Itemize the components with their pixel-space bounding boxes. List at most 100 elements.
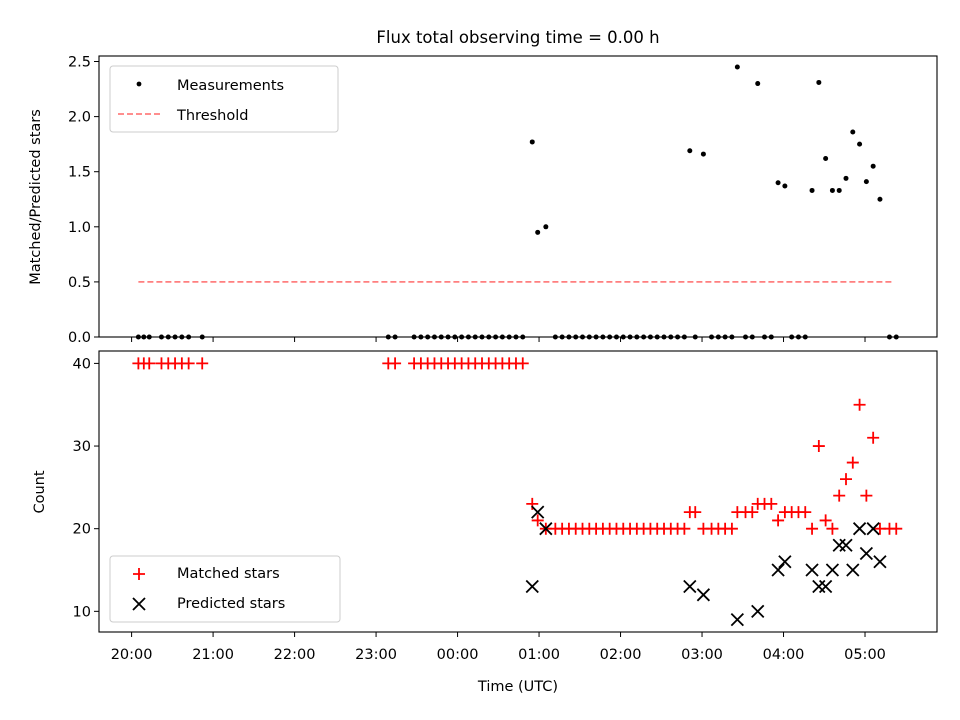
- predicted-star-point: [825, 563, 840, 577]
- measurement-point: [843, 175, 849, 181]
- ratio-y-axis: 0.0 0.5 1.0 1.5 2.0 2.5: [68, 55, 99, 346]
- predicted-star-point: [866, 522, 880, 536]
- measurement-point: [775, 180, 781, 186]
- count-legend-box: [109, 555, 341, 623]
- matched-star-point: [890, 522, 903, 535]
- ratio-legend: Measurements Threshold: [109, 65, 339, 133]
- matched-star-point: [143, 357, 156, 370]
- measurement-point: [857, 141, 863, 147]
- predicted-star-point: [751, 604, 765, 618]
- measurement-point: [782, 183, 788, 189]
- predicted-star-point: [818, 579, 833, 594]
- count-plot-frame: [98, 350, 938, 633]
- predicted-star-point: [539, 522, 553, 536]
- predicted-stars-legend-marker: [132, 597, 146, 611]
- count-panel: 10 20 30 40 20:00 21:00 22:00 23:00 00:00 01:00 0…: [32, 350, 938, 695]
- count-x-tick-label: 02:00: [600, 647, 642, 663]
- predicted-stars-legend-label: Predicted stars: [177, 596, 285, 612]
- ratio-y-tick-label: 1.5: [68, 165, 91, 181]
- matched-star-point: [725, 522, 738, 535]
- predicted-star-point: [525, 579, 539, 594]
- measurements-legend-label: Measurements: [177, 78, 284, 94]
- count-y-tick-label: 40: [73, 356, 91, 372]
- ratio-y-tick-label: 2.5: [68, 55, 91, 71]
- matched-star-point: [182, 357, 195, 370]
- matched-star-point: [772, 514, 785, 527]
- predicted-star-point: [812, 579, 826, 594]
- count-x-tick-label: 05:00: [844, 647, 886, 663]
- measurement-point: [734, 64, 740, 70]
- matched-star-point: [833, 489, 846, 502]
- predicted-star-point: [873, 555, 887, 569]
- measurement-point: [863, 179, 869, 185]
- count-x-axis-label: Time (UTC): [477, 679, 558, 695]
- matched-stars-legend-label: Matched stars: [177, 566, 280, 582]
- measurement-point: [535, 229, 541, 235]
- matched-star-point: [526, 497, 539, 510]
- count-y-axis: 10 20 30 40: [73, 356, 99, 620]
- count-x-tick-label: 01:00: [518, 647, 560, 663]
- threshold-legend-label: Threshold: [176, 108, 248, 124]
- measurement-point: [529, 139, 535, 145]
- measurement-point: [700, 151, 706, 157]
- measurement-point: [823, 155, 829, 161]
- count-legend: Matched stars Predicted stars: [109, 555, 341, 623]
- measurement-point: [877, 196, 883, 202]
- matched-star-point: [531, 514, 544, 527]
- predicted-star-point: [683, 579, 697, 594]
- predicted-star-point: [859, 546, 874, 561]
- matched-star-point: [846, 456, 859, 469]
- matched-star-point: [765, 497, 778, 510]
- predicted-star-point: [771, 563, 785, 577]
- matched-star-point: [840, 473, 853, 486]
- count-y-axis-label: Count: [32, 470, 48, 513]
- measurement-point: [809, 187, 815, 193]
- count-x-tick-label: 22:00: [274, 647, 316, 663]
- ratio-y-tick-label: 0.5: [68, 275, 91, 291]
- ratio-plot-frame: [98, 55, 938, 338]
- matched-star-point: [812, 440, 825, 453]
- predicted-star-point: [531, 505, 545, 519]
- count-x-tick-label: 00:00: [437, 647, 479, 663]
- predicted-star-point: [852, 522, 867, 536]
- predicted-star-point: [730, 612, 744, 627]
- ratio-y-tick-label: 0.0: [68, 330, 91, 346]
- matched-star-point: [389, 357, 402, 370]
- predicted-star-point: [839, 538, 853, 552]
- measurement-point: [850, 129, 856, 135]
- matched-stars-legend-marker: [133, 568, 145, 580]
- ratio-legend-box: [109, 65, 339, 133]
- chart-title: Flux total observing time = 0.00 h: [376, 28, 659, 47]
- measurements-legend-marker: [136, 81, 142, 87]
- count-y-tick-label: 10: [73, 604, 91, 620]
- ratio-y-tick-label: 2.0: [68, 110, 91, 126]
- matched-star-point: [860, 489, 873, 502]
- ratio-panel: 0.0 0.5 1.0 1.5 2.0 2.5 Matched/Predicted sta…: [28, 55, 938, 346]
- matched-star-point: [819, 514, 832, 527]
- count-x-tick-label: 04:00: [763, 647, 805, 663]
- count-y-tick-label: 30: [73, 439, 91, 455]
- matched-star-point: [516, 357, 529, 370]
- count-x-tick-label: 03:00: [681, 647, 723, 663]
- count-x-axis: 20:00 21:00 22:00 23:00 00:00 01:00 02:00 03:00…: [111, 632, 886, 663]
- measurement-point: [543, 224, 549, 230]
- count-plot-area: [132, 357, 903, 627]
- matched-star-point: [867, 431, 880, 444]
- predicted-star-point: [832, 538, 846, 552]
- count-x-tick-label: 20:00: [111, 647, 153, 663]
- measurement-point: [829, 187, 835, 193]
- matched-star-point: [678, 522, 691, 535]
- matched-star-point: [196, 357, 209, 370]
- measurement-point: [870, 163, 876, 169]
- measurement-point: [816, 79, 822, 85]
- predicted-star-point: [778, 555, 792, 569]
- measurement-point: [836, 187, 842, 193]
- matched-star-point: [746, 506, 759, 519]
- matched-star-point: [689, 506, 702, 519]
- matched-star-point: [806, 522, 819, 535]
- measurement-point: [755, 81, 761, 87]
- ratio-y-tick-label: 1.0: [68, 220, 91, 236]
- predicted-star-point: [696, 588, 711, 602]
- ratio-x-axis: [131, 337, 866, 342]
